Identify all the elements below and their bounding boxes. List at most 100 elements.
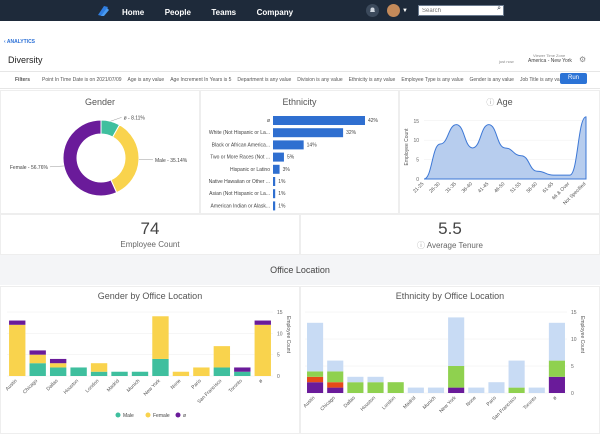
filters-toggle[interactable]: Filters [15, 77, 30, 83]
x-tick: Dallas [45, 378, 59, 392]
stacked-bar-segment [549, 323, 565, 361]
info-icon[interactable]: ⓘ [417, 241, 427, 250]
nav-company[interactable]: Company [257, 8, 293, 17]
legend-label: ø [183, 413, 186, 419]
age-y-tick: 5 [416, 158, 419, 164]
y-tick: 15 [277, 310, 283, 316]
stacked-bar-segment [30, 363, 46, 376]
search-input[interactable] [418, 5, 504, 16]
nav-home[interactable]: Home [122, 8, 144, 17]
filter-bar: Filters Point In Time Date is on 2021/07… [0, 71, 600, 89]
ethnicity-bar [273, 116, 365, 125]
stacked-bar-segment [549, 377, 565, 393]
ethnicity-category-label: ø [267, 118, 270, 124]
age-x-tick: 36-40 [461, 181, 474, 194]
filter-item[interactable]: Point In Time Date is on 2021/07/09 [42, 77, 122, 83]
ethnicity-bar [273, 165, 280, 174]
nav-people[interactable]: People [165, 8, 191, 17]
chevron-down-icon[interactable]: ▼ [402, 8, 408, 14]
age-x-tick: 41-45 [477, 181, 490, 194]
stacked-bar-segment [529, 388, 545, 393]
x-tick: Dallas [343, 395, 357, 409]
stacked-bar-segment [347, 382, 363, 393]
x-tick: New York [143, 378, 163, 398]
timezone-select[interactable]: America - New York [528, 58, 572, 64]
y-axis-label: Employee Count [285, 316, 291, 354]
employee-count-label: Employee Count [1, 240, 299, 249]
bell-icon[interactable] [366, 4, 379, 17]
age-x-tick: 46-50 [493, 181, 506, 194]
nav-teams[interactable]: Teams [211, 8, 236, 17]
filter-item[interactable]: Ethnicity is any value [349, 77, 396, 83]
age-y-tick: 15 [413, 119, 419, 125]
stacked-bar-segment [193, 367, 209, 376]
stacked-bar-segment [327, 388, 343, 393]
ethnicity-value-label: 1% [278, 191, 286, 197]
average-tenure-panel: 5.5 ⓘ Average Tenure [300, 214, 600, 255]
run-button[interactable]: Run [560, 73, 587, 84]
y-tick: 10 [277, 331, 283, 337]
x-tick: Houston [63, 378, 81, 396]
stacked-bar-segment [367, 377, 383, 382]
x-tick: Toronto [522, 395, 538, 411]
ethnicity-value-label: 1% [278, 203, 286, 209]
stacked-bar-segment [448, 317, 464, 366]
breadcrumb[interactable]: ‹ ANALYTICS [4, 39, 35, 45]
x-tick: Houston [360, 395, 378, 413]
y-tick: 0 [277, 374, 280, 380]
ethnicity-category-label: American Indian or Alask... [211, 203, 270, 209]
average-tenure-label-text: Average Tenure [427, 241, 483, 250]
x-tick: Paris [486, 395, 499, 408]
avatar[interactable] [387, 4, 400, 17]
x-tick: ø [552, 395, 558, 401]
ethnicity-category-label: Two or More Races (Not ... [210, 155, 270, 161]
stacked-bar-segment [307, 371, 323, 376]
y-tick: 15 [571, 310, 577, 316]
ethnicity-value-label: 5% [287, 155, 295, 161]
average-tenure-value: 5.5 [301, 219, 599, 239]
filter-item[interactable]: Division is any value [297, 77, 342, 83]
stacked-bar-segment [111, 372, 127, 376]
stacked-bar-segment [70, 367, 86, 376]
y-tick: 5 [277, 353, 280, 359]
stacked-bar-segment [448, 366, 464, 388]
stacked-bar-segment [173, 372, 189, 376]
age-x-tick: 31-35 [445, 181, 458, 194]
section-title: Office Location [0, 255, 600, 285]
slice-leader-line [111, 117, 122, 121]
slice-label: Male - 35.14% [155, 158, 188, 164]
ethnicity-category-label: Black or African America... [212, 142, 270, 148]
age-x-tick: 26-30 [428, 181, 441, 194]
search-icon[interactable]: ⌕ [497, 5, 501, 13]
logo-icon[interactable] [96, 4, 110, 18]
x-tick: Toronto [228, 378, 244, 394]
stacked-bar-segment [234, 367, 250, 371]
stacked-bar-segment [214, 346, 230, 367]
ethnicity-value-label: 32% [346, 130, 357, 136]
stacked-bar-segment [9, 325, 25, 376]
filter-item[interactable]: Employee Type is any value [401, 77, 463, 83]
filter-item[interactable]: Gender is any value [469, 77, 513, 83]
stacked-bar-segment [50, 359, 66, 363]
top-navigation-bar: Home People Teams Company ▼ ⌕ [0, 0, 600, 21]
gear-icon[interactable]: ⚙ [579, 55, 586, 64]
filter-item[interactable]: Age is any value [128, 77, 165, 83]
x-tick: Chicago [22, 378, 39, 395]
filter-item[interactable]: Department is any value [237, 77, 291, 83]
stacked-bar-segment [152, 316, 168, 359]
x-tick: Paris [190, 378, 203, 391]
slice-label: ø - 8.11% [124, 115, 146, 121]
age-y-axis-label: Employee Count [404, 128, 410, 166]
filter-item[interactable]: Age Increment In Years is 5 [170, 77, 231, 83]
stacked-bar-segment [327, 371, 343, 382]
stacked-bar-segment [509, 388, 525, 393]
slice-leader-line [50, 166, 64, 167]
ethnicity-bar [273, 201, 275, 210]
legend-swatch [116, 413, 121, 418]
